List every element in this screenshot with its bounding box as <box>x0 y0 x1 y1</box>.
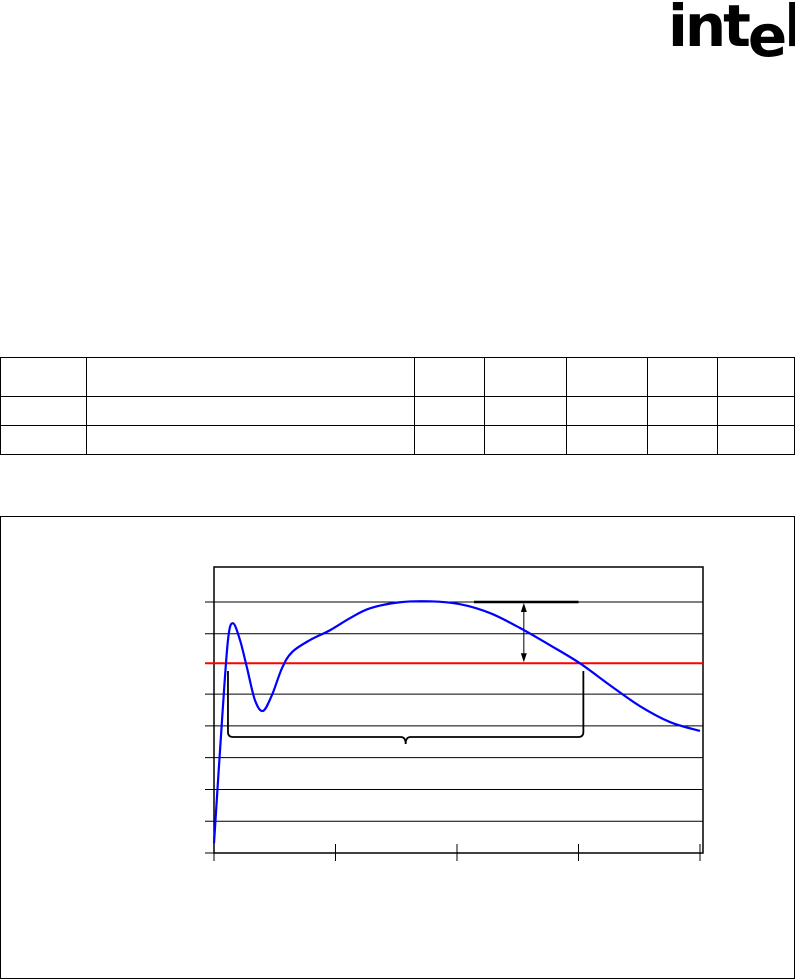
table-cell <box>717 425 795 455</box>
table-cell <box>484 425 567 455</box>
table-header-row <box>0 357 795 397</box>
table-cell <box>717 357 795 397</box>
spec-table <box>0 357 795 455</box>
intel-logo: intel® <box>668 0 795 70</box>
table-cell <box>647 425 718 455</box>
plot-area-border <box>213 566 704 854</box>
brace-annotation <box>227 671 585 745</box>
arrow-head-up <box>520 602 527 612</box>
table-cell <box>717 396 795 426</box>
table-cell <box>414 357 485 397</box>
table-cell <box>0 396 87 426</box>
table-cell <box>566 425 648 455</box>
table-cell <box>0 425 87 455</box>
table-cell <box>414 425 485 455</box>
arrow-head-down <box>520 653 527 663</box>
table-cell <box>0 357 87 397</box>
series-line <box>212 600 701 844</box>
table-cell <box>86 396 415 426</box>
table-cell <box>86 425 415 455</box>
table-cell <box>566 396 648 426</box>
table-row <box>0 425 795 455</box>
